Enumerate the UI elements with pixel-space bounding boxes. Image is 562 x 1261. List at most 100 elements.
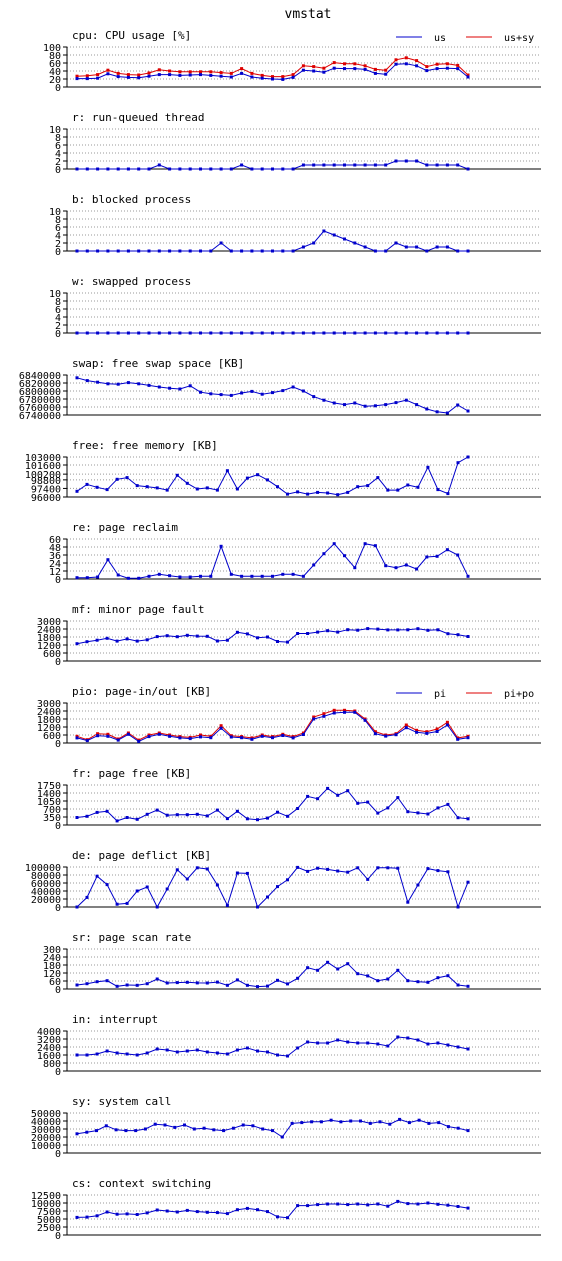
data-point bbox=[135, 484, 139, 488]
data-point bbox=[157, 249, 161, 253]
data-point bbox=[165, 813, 169, 817]
data-point bbox=[188, 331, 192, 335]
data-point bbox=[147, 249, 151, 253]
data-point bbox=[85, 814, 89, 818]
data-point bbox=[188, 70, 192, 74]
data-point bbox=[95, 1214, 99, 1218]
data-point bbox=[406, 810, 410, 814]
y-tick-label: 50000 bbox=[31, 1109, 61, 1120]
data-point bbox=[126, 331, 130, 335]
data-point bbox=[155, 1047, 159, 1051]
data-point bbox=[85, 167, 89, 171]
data-point bbox=[235, 1208, 239, 1212]
data-point bbox=[312, 715, 316, 719]
data-point bbox=[427, 1121, 431, 1125]
data-point bbox=[343, 163, 346, 167]
data-point bbox=[271, 167, 274, 171]
data-point bbox=[75, 1132, 79, 1136]
data-point bbox=[188, 384, 192, 388]
y-tick-label: 0 bbox=[55, 985, 61, 996]
data-point bbox=[376, 1202, 380, 1206]
data-point bbox=[96, 734, 100, 738]
data-point bbox=[95, 874, 99, 878]
data-point bbox=[415, 331, 419, 335]
data-point bbox=[235, 630, 239, 634]
data-point bbox=[456, 553, 460, 557]
data-point bbox=[301, 163, 305, 167]
y-tick-label: 2500 bbox=[37, 1223, 61, 1234]
data-point bbox=[168, 69, 172, 73]
data-point bbox=[356, 1041, 360, 1045]
data-point bbox=[407, 1121, 411, 1125]
data-point bbox=[276, 810, 279, 814]
y-tick-label: 100000 bbox=[25, 863, 61, 874]
y-tick-label: 700 bbox=[43, 805, 61, 816]
data-point bbox=[386, 1044, 390, 1048]
data-point bbox=[281, 389, 285, 393]
y-tick-label: 30000 bbox=[31, 1125, 61, 1136]
data-point bbox=[445, 163, 449, 167]
data-point bbox=[96, 73, 100, 77]
data-point bbox=[229, 71, 233, 75]
data-point bbox=[446, 1203, 450, 1207]
series-line-1 bbox=[76, 1200, 469, 1219]
data-point bbox=[291, 385, 295, 389]
data-point bbox=[286, 1054, 289, 1058]
data-point bbox=[266, 1210, 269, 1214]
legend-label-1: pi bbox=[434, 689, 446, 700]
data-point bbox=[363, 163, 367, 167]
data-point bbox=[435, 727, 439, 731]
data-point bbox=[316, 490, 320, 494]
data-point bbox=[135, 1053, 139, 1057]
data-point bbox=[157, 572, 161, 576]
data-point bbox=[356, 972, 360, 976]
data-point bbox=[291, 73, 295, 77]
data-point bbox=[291, 167, 295, 171]
data-point bbox=[425, 407, 429, 411]
data-point bbox=[359, 1119, 362, 1123]
data-point bbox=[312, 69, 316, 73]
legend-label-2: pi+po bbox=[504, 689, 534, 700]
data-point bbox=[312, 331, 316, 335]
data-point bbox=[205, 814, 209, 818]
y-tick-label: 1200 bbox=[37, 641, 61, 652]
data-point bbox=[346, 962, 350, 966]
data-point bbox=[75, 77, 79, 81]
data-point bbox=[147, 574, 151, 578]
data-point bbox=[353, 401, 357, 405]
data-point bbox=[322, 712, 326, 716]
chart-title: b: blocked process bbox=[72, 193, 191, 206]
data-point bbox=[143, 1127, 147, 1131]
data-point bbox=[386, 806, 390, 810]
data-point bbox=[115, 819, 119, 823]
data-point bbox=[95, 1129, 98, 1133]
y-tick-label: 6740000 bbox=[19, 411, 61, 422]
chart-title: r: run-queued thread bbox=[72, 111, 204, 124]
data-point bbox=[306, 869, 310, 873]
data-point bbox=[85, 482, 89, 486]
data-point bbox=[404, 245, 408, 249]
data-point bbox=[157, 73, 161, 77]
data-point bbox=[165, 488, 169, 492]
data-point bbox=[296, 1046, 300, 1050]
data-point bbox=[205, 867, 209, 871]
data-point bbox=[147, 74, 151, 78]
data-point bbox=[296, 490, 300, 494]
y-tick-label: 40000 bbox=[31, 887, 61, 898]
data-point bbox=[445, 245, 449, 249]
data-point bbox=[250, 71, 254, 75]
data-point bbox=[165, 634, 169, 638]
data-point bbox=[322, 70, 326, 74]
y-tick-label: 6 bbox=[55, 223, 61, 234]
data-point bbox=[155, 977, 159, 981]
data-point bbox=[316, 1203, 320, 1207]
data-point bbox=[378, 1120, 382, 1124]
data-point bbox=[114, 1128, 118, 1132]
data-point bbox=[425, 731, 429, 735]
data-point bbox=[106, 68, 110, 72]
data-point bbox=[105, 1210, 109, 1214]
data-point bbox=[115, 984, 119, 988]
data-point bbox=[157, 732, 161, 736]
chart-title: w: swapped process bbox=[72, 275, 191, 288]
data-point bbox=[229, 572, 233, 576]
